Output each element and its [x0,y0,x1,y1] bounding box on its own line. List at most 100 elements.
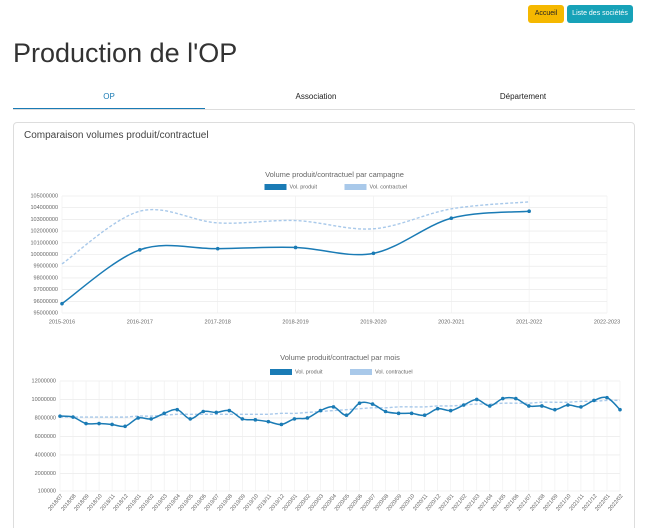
data-point [253,418,258,422]
legend-label: Vol. contractuel [370,184,408,190]
data-point [110,422,114,427]
data-point [500,396,505,401]
data-point [266,419,271,424]
x-tick-label: 2017-2018 [205,319,231,325]
data-point [592,398,596,403]
data-point [435,406,440,411]
y-tick-label: 103000000 [30,217,58,223]
y-tick-label: 99000000 [34,264,58,270]
legend-swatch [270,369,292,375]
y-tick-label: 6000000 [35,434,56,440]
data-point [396,411,401,416]
data-point [487,404,492,408]
data-point [579,405,583,409]
data-point [331,405,336,409]
data-point [60,301,64,306]
data-point [605,395,609,400]
legend-swatch [264,184,287,190]
chart-title: Volume produit/contractuel par campagne [265,170,404,179]
data-point [240,417,245,421]
data-point [84,421,88,426]
data-point [292,417,297,421]
legend-label: Vol. produit [290,184,318,190]
data-point [527,404,531,408]
y-tick-label: 101000000 [30,240,58,246]
data-point [553,407,557,412]
data-point [383,409,388,414]
y-tick-label: 8000000 [35,415,56,421]
data-point [71,415,75,419]
data-point [422,413,427,418]
series-line [59,396,621,428]
home-button[interactable]: Accueil [528,5,564,23]
data-point [618,407,622,412]
data-point [371,251,376,256]
legend-swatch [344,184,367,190]
y-tick-label: 12000000 [32,378,56,384]
y-tick-label: 10000000 [32,397,56,403]
y-tick-label: 4000000 [35,452,56,458]
data-point [97,421,101,426]
chart-title: Volume produit/contractuel par mois [280,353,400,362]
y-tick-label: 100000 [38,488,56,494]
data-point [227,408,232,413]
y-tick-label: 100000000 [30,252,58,258]
x-tick-label: 2015-2016 [49,319,75,325]
data-point [214,410,219,415]
y-tick-label: 97000000 [34,287,58,293]
data-point [138,248,142,252]
data-point [449,216,454,221]
data-point [448,408,453,413]
series-line [61,201,530,265]
data-point [370,402,375,406]
data-point [409,411,414,416]
data-point [344,413,349,418]
page-title: Production de l'OP [13,38,238,68]
y-tick-label: 102000000 [30,229,58,235]
tab[interactable]: Département [499,92,547,101]
legend-label: Vol. produit [295,369,323,375]
data-point [540,404,544,408]
legend-label: Vol. contractuel [375,369,413,375]
data-point [357,401,362,405]
x-tick-label: 2021-2022 [516,319,542,325]
data-point [123,424,127,429]
data-point [162,411,166,416]
data-point [461,403,466,407]
x-tick-label: 2020-2021 [438,319,464,325]
card: Comparaison volumes produit/contractuel [13,122,635,528]
data-point [474,397,479,402]
x-tick-label: 2019-2020 [360,319,386,325]
y-tick-label: 104000000 [30,205,58,211]
data-point [293,245,298,250]
y-tick-label: 105000000 [30,193,58,199]
legend-swatch [350,369,372,375]
data-point [318,408,323,413]
y-tick-label: 96000000 [34,299,58,305]
card-title: Comparaison volumes produit/contractuel [24,130,209,141]
tab[interactable]: Association [295,92,337,101]
data-point [514,396,518,401]
data-point [149,417,153,421]
data-point [279,422,284,427]
x-tick-label: 2018-2019 [282,319,308,325]
companies-button[interactable]: Liste des sociétés [567,5,633,23]
data-point [188,417,193,421]
data-point [566,403,570,407]
data-point [201,409,206,414]
data-point [58,414,62,418]
data-point [136,416,140,420]
data-point [527,209,531,214]
x-tick-label: 2016-2017 [127,319,153,325]
y-tick-label: 98000000 [34,275,58,281]
data-point [215,246,220,251]
data-point [305,416,310,420]
data-point [175,407,180,412]
y-tick-label: 2000000 [35,471,56,477]
series-line [60,399,621,418]
x-tick-label: 2022-2023 [594,319,620,325]
tab-divider [13,109,635,110]
y-tick-label: 95000000 [34,310,58,316]
